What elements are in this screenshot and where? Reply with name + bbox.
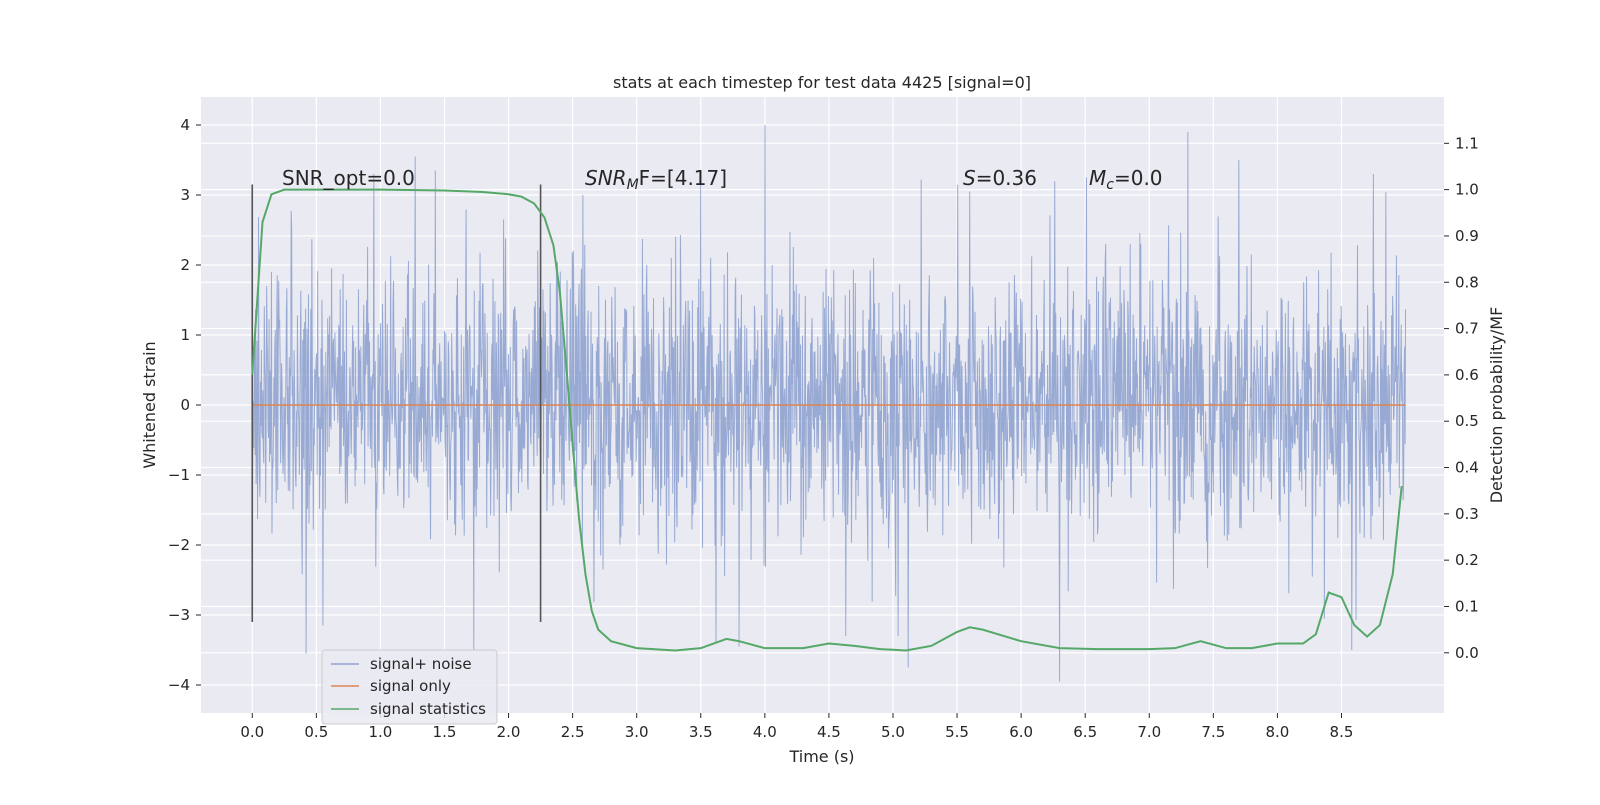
x-axis-label: Time (s) [788, 747, 854, 766]
annotation-s: S=0.36 [963, 166, 1037, 190]
x-tick-label: 1.0 [368, 723, 392, 741]
x-tick-label: 3.0 [625, 723, 649, 741]
signal-statistics-series [251, 188, 1403, 652]
x-tick-label: 2.5 [561, 723, 585, 741]
x-tick-label: 2.0 [497, 723, 521, 741]
x-tick-label: 6.0 [1009, 723, 1033, 741]
y-left-tick-label: 4 [180, 116, 190, 134]
y-left-tick-label: 1 [180, 326, 190, 344]
annotation-snr-mf-sub: M [627, 177, 639, 193]
signal-statistics-line [251, 188, 1403, 652]
legend-label-signal-noise: signal+ noise [370, 655, 472, 673]
annotation-s-value: =0.36 [976, 166, 1037, 190]
y-right-tick-label: 0.9 [1455, 227, 1479, 245]
y-right-tick-label: 0.4 [1455, 459, 1479, 477]
legend-box [321, 649, 498, 725]
signal-noise-series [251, 124, 1407, 682]
x-tick-label: 4.5 [817, 723, 841, 741]
annotation-snr-mf-suffix: F=[4.17] [639, 166, 727, 190]
y-left-tick-label: −4 [168, 676, 190, 694]
x-tick-label: 5.0 [881, 723, 905, 741]
x-tick-label: 8.0 [1265, 723, 1289, 741]
y-left-tick-label: −2 [168, 536, 190, 554]
x-tick-label: 0.0 [240, 723, 264, 741]
y-right-tick-label: 0.1 [1455, 597, 1479, 615]
y-left-axis-label: Whitened strain [140, 341, 159, 468]
y-right-axis-label: Detection probability/MF [1487, 307, 1506, 504]
y-left-tick-label: −3 [168, 606, 190, 624]
annotation-snr-mf: SNRMF=[4.17] [585, 166, 727, 193]
x-tick-label: 5.5 [945, 723, 969, 741]
x-tick-label: 3.5 [689, 723, 713, 741]
annotation-mc-sub: c [1106, 177, 1114, 193]
y-right-tick-label: 0.8 [1455, 273, 1479, 291]
annotation-mc-value: =0.0 [1114, 166, 1163, 190]
annotation-snr-mf-base: SNR [585, 166, 627, 190]
x-tick-label: 0.5 [304, 723, 328, 741]
legend-label-signal-statistics: signal statistics [370, 700, 486, 718]
y-right-tick-label: 0.2 [1455, 551, 1479, 569]
signal-noise-line [251, 124, 1407, 682]
legend: signal+ noise signal only signal statist… [321, 649, 498, 725]
x-tick-label: 4.0 [753, 723, 777, 741]
x-tick-label: 6.5 [1073, 723, 1097, 741]
y-left-tick-label: 0 [180, 396, 190, 414]
y-left-tick-label: −1 [168, 466, 190, 484]
x-tick-label: 7.0 [1137, 723, 1161, 741]
x-tick-label: 1.5 [433, 723, 457, 741]
y-right-tick-label: 0.0 [1455, 644, 1479, 662]
vertical-markers [251, 184, 542, 622]
y-left-tick-labels: 4 3 2 1 0 −1 −2 −3 −4 [168, 116, 201, 694]
x-tick-label: 7.5 [1201, 723, 1225, 741]
y-right-tick-label: 0.6 [1455, 366, 1479, 384]
annotation-mc-var: M [1089, 166, 1106, 190]
legend-label-signal-only: signal only [370, 677, 451, 695]
y-right-tick-labels: 1.1 1.0 0.9 0.8 0.7 0.6 0.5 0.4 0.3 0.2 0.1 0.0 [1444, 134, 1479, 662]
y-right-tick-label: 1.1 [1455, 134, 1479, 152]
y-right-tick-label: 0.5 [1455, 412, 1479, 430]
annotation-s-var: S [963, 166, 976, 190]
y-right-tick-label: 0.7 [1455, 320, 1479, 338]
annotation-snr-opt: SNR_opt=0.0 [282, 166, 415, 190]
chart-title: stats at each timestep for test data 442… [613, 73, 1031, 92]
x-tick-labels: 0.0 0.5 1.0 1.5 2.0 2.5 3.0 3.5 4.0 4.5 5.0 5.5 6.0 6… [240, 713, 1353, 741]
y-left-tick-label: 2 [180, 256, 190, 274]
x-tick-label: 8.5 [1330, 723, 1354, 741]
y-right-tick-label: 1.0 [1455, 181, 1479, 199]
y-left-tick-label: 3 [180, 186, 190, 204]
annotation-mc: Mc=0.0 [1089, 166, 1163, 193]
y-right-tick-label: 0.3 [1455, 505, 1479, 523]
